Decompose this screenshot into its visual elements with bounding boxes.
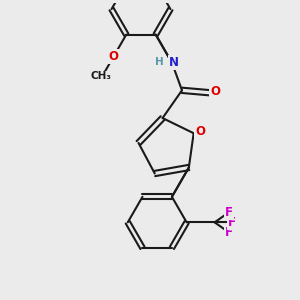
Text: CH₃: CH₃ [91,71,112,82]
Text: O: O [210,85,220,98]
Text: O: O [195,125,205,138]
Text: O: O [109,50,119,63]
Text: F: F [225,206,233,219]
Text: F: F [228,216,236,229]
Text: F: F [225,226,233,239]
Text: N: N [169,56,179,69]
Text: H: H [155,57,164,67]
